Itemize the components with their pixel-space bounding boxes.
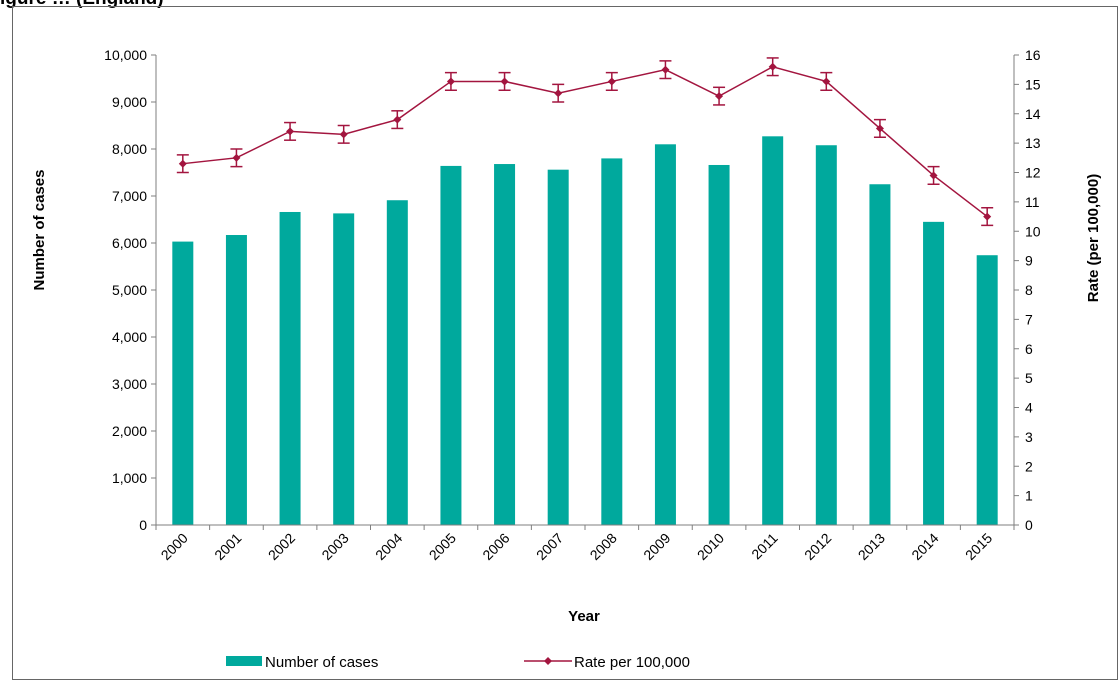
x-tick-label: 2009	[640, 530, 673, 563]
rate-point	[768, 62, 777, 71]
bar	[440, 165, 462, 526]
x-axis: 2000 2001 2002 2003 2004 2005 2006 2007 2008 2009…	[155, 524, 1015, 563]
right-tick-label: 14	[1025, 106, 1041, 122]
rate-point	[178, 159, 187, 168]
x-tick-label: 2011	[748, 530, 781, 563]
x-tick-label: 2014	[908, 530, 941, 563]
bar	[815, 145, 837, 526]
x-tick-label: 2005	[426, 530, 459, 563]
legend: Number of cases Rate per 100,000	[226, 654, 690, 671]
rate-point	[983, 212, 992, 221]
rate-point	[232, 153, 241, 162]
right-tick-label: 15	[1025, 76, 1041, 92]
right-tick-label: 9	[1025, 253, 1033, 269]
bar	[494, 164, 516, 526]
x-tick-label: 2013	[855, 530, 888, 563]
right-tick-label: 16	[1025, 47, 1041, 63]
bar	[225, 235, 247, 525]
left-tick-label: 6,000	[112, 235, 147, 251]
rate-point	[446, 77, 455, 86]
left-tick-label: 8,000	[112, 141, 147, 157]
x-tick-label: 2015	[962, 530, 995, 563]
bar	[869, 184, 891, 525]
right-tick-label: 6	[1025, 341, 1033, 357]
x-tick-label: 2003	[318, 530, 351, 563]
chart-frame	[12, 6, 1118, 680]
rate-point	[875, 124, 884, 133]
bar	[708, 164, 730, 526]
rate-point	[339, 130, 348, 139]
y-axis-label: Number of cases	[31, 170, 48, 291]
right-tick-label: 5	[1025, 370, 1033, 386]
legend-label-bars: Number of cases	[265, 654, 378, 671]
rate-point	[554, 89, 563, 98]
legend-swatch-bars	[226, 656, 262, 666]
bar-series	[172, 136, 998, 526]
bar	[601, 158, 623, 525]
bar	[976, 255, 998, 525]
left-tick-label: 0	[139, 517, 147, 533]
x-tick-label: 2012	[801, 530, 834, 563]
bar	[923, 221, 945, 525]
rate-point	[661, 65, 670, 74]
right-tick-label: 10	[1025, 223, 1041, 239]
figure-title: igure … (England)	[0, 0, 164, 10]
x-tick-label: 2006	[479, 530, 512, 563]
line-series	[176, 57, 994, 227]
bar	[279, 211, 301, 526]
rate-point	[715, 92, 724, 101]
right-tick-label: 4	[1025, 400, 1033, 416]
legend-swatch-marker	[544, 657, 552, 665]
rate-line	[182, 65, 988, 218]
x-tick-label: 2010	[694, 530, 727, 563]
bar	[333, 213, 355, 525]
rate-point	[393, 115, 402, 124]
bar	[547, 169, 569, 525]
left-tick-label: 3,000	[112, 376, 147, 392]
right-tick-label: 1	[1025, 488, 1033, 504]
x-tick-label: 2004	[372, 530, 405, 563]
x-tick-label: 2000	[158, 530, 191, 563]
left-tick-label: 2,000	[112, 423, 147, 439]
left-tick-label: 4,000	[112, 329, 147, 345]
right-tick-label: 7	[1025, 311, 1033, 327]
left-tick-label: 1,000	[112, 470, 147, 486]
right-tick-label: 13	[1025, 135, 1041, 151]
right-tick-label: 2	[1025, 458, 1033, 474]
rate-point	[500, 77, 509, 86]
legend-label-line: Rate per 100,000	[574, 654, 690, 671]
rate-point	[607, 77, 616, 86]
x-tick-label: 2002	[265, 530, 298, 563]
bar	[654, 144, 676, 526]
left-tick-label: 10,000	[104, 47, 147, 63]
bar	[762, 136, 784, 525]
right-tick-label: 0	[1025, 517, 1033, 533]
bar	[172, 241, 194, 525]
x-axis-label: Year	[568, 608, 600, 625]
left-tick-label: 9,000	[112, 94, 147, 110]
left-tick-label: 5,000	[112, 282, 147, 298]
bar	[386, 200, 408, 526]
right-tick-label: 8	[1025, 282, 1033, 298]
x-tick-label: 2008	[587, 530, 620, 563]
right-tick-label: 3	[1025, 429, 1033, 445]
left-axis: 0 1,000 2,000 3,000 4,000 5,000 6,000 7,000 8,00…	[104, 47, 157, 533]
x-tick-label: 2007	[533, 530, 566, 563]
right-tick-label: 12	[1025, 165, 1041, 181]
left-tick-label: 7,000	[112, 188, 147, 204]
rate-point	[822, 77, 831, 86]
rate-point	[286, 127, 295, 136]
y2-axis-label: Rate (per 100,000)	[1085, 174, 1102, 302]
right-tick-label: 11	[1025, 194, 1040, 210]
x-tick-label: 2001	[211, 530, 244, 563]
rate-point	[929, 171, 938, 180]
